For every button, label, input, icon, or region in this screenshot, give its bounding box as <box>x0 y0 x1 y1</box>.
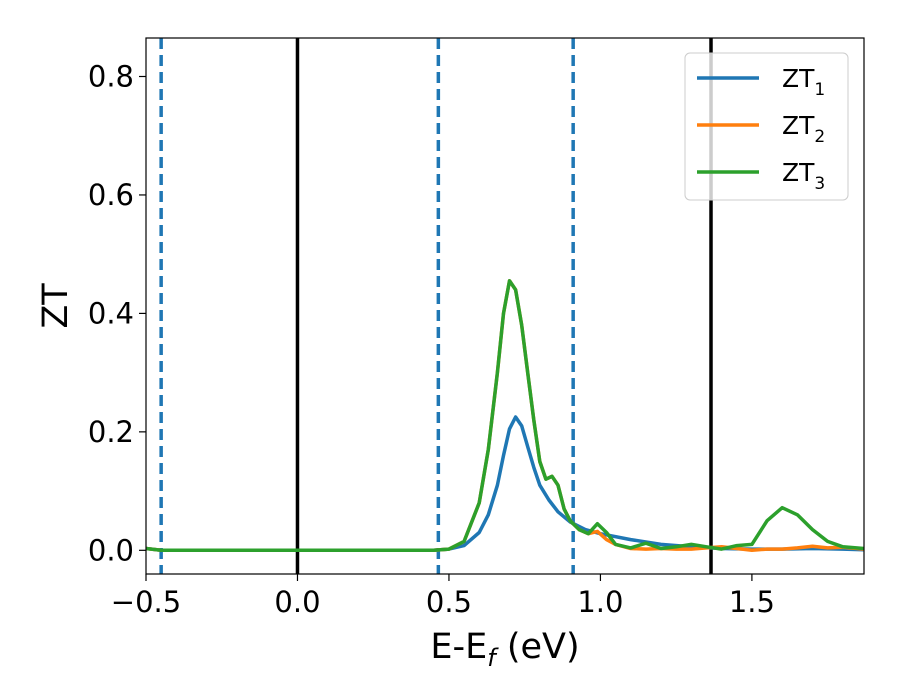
y-tick-label: 0.8 <box>88 59 134 93</box>
legend: ZT1 ZT2 ZT3 <box>684 52 849 201</box>
legend-label-zt1: ZT1 <box>782 64 825 100</box>
x-tick-label: 1.0 <box>577 585 623 619</box>
x-tick-label: −0.5 <box>111 585 181 619</box>
x-tick-label: 0.0 <box>274 585 320 619</box>
series-line-zt2 <box>146 279 864 553</box>
y-tick-label: 0.4 <box>88 296 134 330</box>
series-line-zt1 <box>146 415 864 553</box>
y-axis-label: ZT <box>36 283 76 329</box>
x-tick-label: 0.5 <box>426 585 472 619</box>
series-line-zt3 <box>146 279 864 553</box>
y-tick-label: 0.6 <box>88 178 134 212</box>
x-tick-label: 1.5 <box>729 585 775 619</box>
legend-box <box>684 52 849 201</box>
series-lines <box>146 279 864 553</box>
x-axis-ticks: −0.5 0.0 0.5 1.0 1.5 <box>111 574 775 619</box>
plot-area <box>146 38 864 574</box>
legend-label-zt3: ZT3 <box>782 158 825 194</box>
vertical-lines <box>159 38 713 574</box>
y-tick-label: 0.0 <box>88 533 134 567</box>
y-tick-label: 0.2 <box>88 415 134 449</box>
plot-frame <box>145 37 865 575</box>
legend-label-zt2: ZT2 <box>782 111 825 147</box>
x-axis-label: E-Ef (eV) <box>430 627 579 672</box>
y-axis-ticks: 0.0 0.2 0.4 0.6 0.8 <box>88 59 146 567</box>
